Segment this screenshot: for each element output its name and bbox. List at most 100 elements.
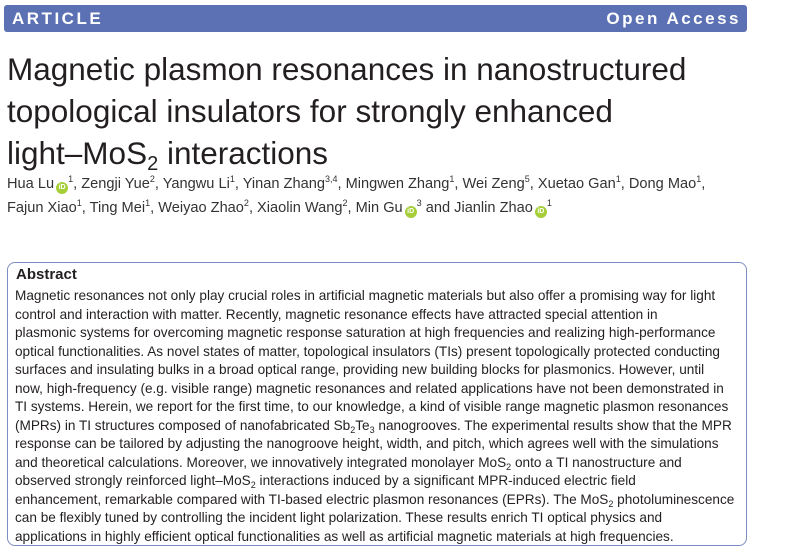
abstract-box: Abstract Magnetic resonances not only pl… <box>7 262 747 546</box>
orcid-icon[interactable]: iD <box>534 206 547 218</box>
text-segment: can be flexibly tuned by controlling the… <box>15 510 663 525</box>
abstract-line: (MPRs) in TI structures composed of nano… <box>15 417 734 436</box>
author-name: Weiyao Zhao <box>158 200 244 216</box>
author-name: Mingwen Zhang <box>345 176 450 192</box>
subscript: 2 <box>506 461 512 472</box>
author-name: Min Gu <box>355 200 403 216</box>
title-line: topological insulators for strongly enha… <box>7 90 686 132</box>
author[interactable]: Xuetao Gan1 <box>537 174 621 193</box>
text-segment: plasmonic systems for overcoming magneti… <box>15 325 716 340</box>
abstract-line: optical functionalities. As novel states… <box>15 343 734 362</box>
text-segment: now, high-frequency (e.g. visible range)… <box>15 380 724 396</box>
text-segment: response can be tailored by adjusting th… <box>15 436 719 451</box>
author-name: Fajun Xiao <box>7 200 77 216</box>
text-segment: topological insulators for strongly enha… <box>7 93 613 129</box>
author[interactable]: Mingwen Zhang1 <box>345 174 455 193</box>
abstract-line: can be flexibly tuned by controlling the… <box>15 509 734 528</box>
subscript: 2 <box>608 498 614 509</box>
affiliation-number: 1 <box>449 174 455 184</box>
abstract-line: Magnetic resonances not only play crucia… <box>15 287 734 306</box>
article-type-label: ARTICLE <box>12 9 104 28</box>
text-segment: interactions <box>158 135 329 171</box>
author-name: Wei Zeng <box>462 176 525 192</box>
affiliation-number: 1 <box>145 198 151 208</box>
abstract-line: surfaces and insulating bulks in a broad… <box>15 361 734 380</box>
author-name: Yinan Zhang <box>242 176 325 192</box>
affiliation-number: 1 <box>546 198 552 208</box>
text-segment: Te <box>355 417 370 433</box>
affiliation-number: 1 <box>696 174 702 184</box>
article-title: Magnetic plasmon resonances in nanostruc… <box>7 48 686 174</box>
text-segment: interactions induced by a significant MP… <box>255 473 636 488</box>
author[interactable]: Fajun Xiao1 <box>7 198 82 217</box>
author-name: Ting Mei <box>89 200 146 216</box>
text-segment: control and interaction with matter. Rec… <box>15 306 658 322</box>
author-name: Dong Mao <box>628 176 697 192</box>
affiliation-number: 3 <box>416 198 422 208</box>
author-name: Xuetao Gan <box>537 176 616 192</box>
affiliation-number: 2 <box>342 198 348 208</box>
abstract-heading: Abstract <box>16 266 77 283</box>
affiliation-number: 1 <box>615 174 621 184</box>
text-segment: onto a TI nanostructure and <box>511 454 682 470</box>
author-name: Xiaolin Wang <box>257 200 343 216</box>
author[interactable]: Zengji Yue2 <box>81 174 155 193</box>
affiliation-number: 5 <box>524 174 530 184</box>
abstract-line: response can be tailored by adjusting th… <box>15 435 734 454</box>
text-segment: applications in highly efficient optical… <box>15 528 674 544</box>
author-list: Hua Lu iD1, Zengji Yue2, Yangwu Li1, Yina… <box>7 172 705 220</box>
title-line: Magnetic plasmon resonances in nanostruc… <box>7 48 686 90</box>
subscript: 2 <box>350 424 356 435</box>
text-segment: light–MoS <box>7 135 148 171</box>
abstract-line: now, high-frequency (e.g. visible range)… <box>15 380 734 399</box>
text-segment: enhancement, remarkable compared with TI… <box>15 491 609 507</box>
text-segment: observed strongly reinforced light–MoS <box>15 473 251 488</box>
text-segment: TI systems. Herein, we report for the fi… <box>15 399 729 414</box>
author[interactable]: Weiyao Zhao2 <box>158 198 249 217</box>
author-name: Yangwu Li <box>162 176 230 192</box>
text-segment: nanogrooves. The experimental results sh… <box>374 417 732 433</box>
abstract-line: applications in highly efficient optical… <box>15 528 734 547</box>
text-segment: Magnetic plasmon resonances in nanostruc… <box>7 51 687 87</box>
author[interactable]: Jianlin Zhao iD1 <box>454 198 552 218</box>
abstract-line: enhancement, remarkable compared with TI… <box>15 491 734 510</box>
text-segment: optical functionalities. As novel states… <box>15 343 720 359</box>
text-segment: and theoretical calculations. Moreover, … <box>15 454 507 470</box>
affiliation-number: 2 <box>149 174 155 184</box>
author[interactable]: Wei Zeng5 <box>462 174 530 193</box>
author[interactable]: Dong Mao1 <box>628 174 702 193</box>
open-access-label[interactable]: Open Access <box>606 9 741 28</box>
abstract-line: control and interaction with matter. Rec… <box>15 306 734 325</box>
author-line: Fajun Xiao1, Ting Mei1, Weiyao Zhao2, Xi… <box>7 198 552 218</box>
affiliation-number: 3,4 <box>324 174 338 184</box>
author[interactable]: Min Gu iD3 <box>355 198 422 218</box>
author[interactable]: Ting Mei1 <box>89 198 151 217</box>
orcid-icon[interactable]: iD <box>404 206 417 218</box>
text-segment: Magnetic resonances not only play crucia… <box>15 288 716 303</box>
abstract-line: and theoretical calculations. Moreover, … <box>15 454 734 473</box>
text-segment: surfaces and insulating bulks in a broad… <box>15 362 705 377</box>
author-line: Hua Lu iD1, Zengji Yue2, Yangwu Li1, Yina… <box>7 174 706 194</box>
author[interactable]: Yinan Zhang3,4 <box>242 174 338 193</box>
author-name: Jianlin Zhao <box>454 200 533 216</box>
abstract-line: TI systems. Herein, we report for the fi… <box>15 398 734 417</box>
author-name: Zengji Yue <box>81 176 150 192</box>
affiliation-number: 2 <box>243 198 249 208</box>
affiliation-number: 1 <box>76 198 82 208</box>
abstract-line: plasmonic systems for overcoming magneti… <box>15 324 734 343</box>
text-segment: (MPRs) in TI structures composed of nano… <box>15 417 351 433</box>
subscript: 2 <box>147 153 159 175</box>
text-segment: photoluminescence <box>613 491 735 507</box>
affiliation-number: 1 <box>229 174 235 184</box>
title-line: light–MoS2 interactions <box>7 132 686 174</box>
orcid-icon[interactable]: iD <box>56 182 69 194</box>
author-name: Hua Lu <box>7 176 55 192</box>
author[interactable]: Yangwu Li1 <box>162 174 235 193</box>
author[interactable]: Xiaolin Wang2 <box>257 198 348 217</box>
subscript: 3 <box>369 424 375 435</box>
author[interactable]: Hua Lu iD1 <box>7 175 73 194</box>
article-header-bar: ARTICLE Open Access <box>4 5 747 32</box>
subscript: 2 <box>250 480 256 490</box>
abstract-line: observed strongly reinforced light–MoS2 … <box>15 472 734 491</box>
abstract-body: Magnetic resonances not only play crucia… <box>15 287 734 546</box>
